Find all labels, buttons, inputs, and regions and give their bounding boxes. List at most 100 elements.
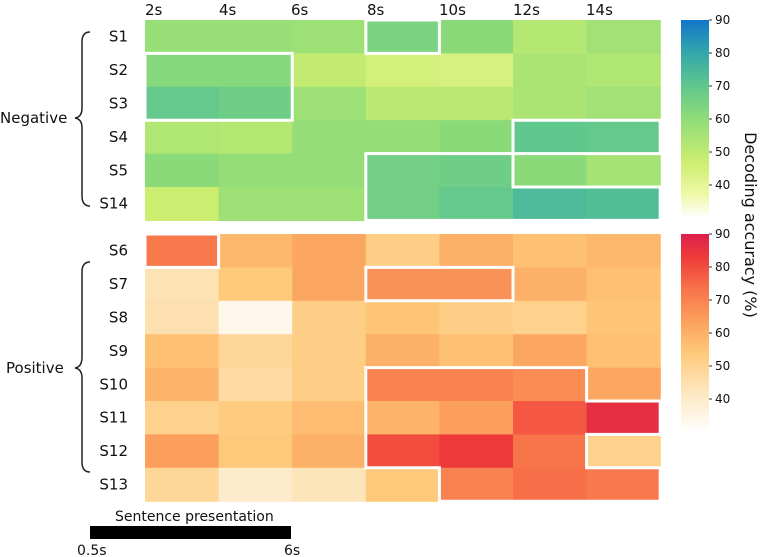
- heatmap-cell: [218, 434, 293, 469]
- heatmap-cell: [513, 53, 588, 88]
- heatmap-cell: [513, 234, 588, 268]
- colorbar-tick-label: 60: [715, 112, 730, 126]
- positive-significance-outlines: [143, 232, 662, 503]
- scale-bar-start-label: 0.5s: [77, 543, 107, 557]
- heatmap-cell: [218, 187, 293, 221]
- heatmap-cell: [218, 53, 293, 88]
- heatmap-cell: [218, 267, 293, 302]
- heatmap-cell: [513, 367, 588, 402]
- heatmap-cell: [513, 187, 588, 221]
- heatmap-cell: [218, 86, 293, 121]
- heatmap-cell: [292, 187, 367, 221]
- heatmap-cell: [586, 367, 661, 402]
- heatmap-cell: [513, 267, 588, 302]
- x-tick-label: 6s: [291, 1, 309, 19]
- heatmap-cell: [145, 53, 220, 88]
- row-label: S7: [109, 275, 128, 293]
- heatmap-cell: [513, 120, 588, 155]
- negative-group-label: Negative: [0, 109, 67, 127]
- sentence-presentation-label: Sentence presentation: [115, 509, 274, 525]
- heatmap-cell: [513, 20, 588, 54]
- positive-heatmap-panel: S6 S7 S8 S9 S10 S11 S12 S13: [99, 232, 662, 503]
- heatmap-cell: [218, 20, 293, 54]
- heatmap-cell: [365, 20, 440, 54]
- negative-colorbar: 90 80 70 60 50 40: [681, 13, 730, 218]
- heatmap-cell: [586, 20, 661, 54]
- row-label: S5: [109, 161, 128, 179]
- row-label: S6: [109, 242, 128, 260]
- positive-group-label: Positive: [6, 359, 64, 377]
- x-axis-ticks: 2s 4s 6s 8s 10s 12s 14s: [145, 1, 613, 19]
- heatmap-cell: [145, 86, 220, 121]
- heatmap-cell: [439, 434, 514, 469]
- heatmap-cell: [439, 401, 514, 435]
- heatmap-cell: [439, 300, 514, 335]
- heatmap-cell: [365, 153, 440, 188]
- negative-row-labels: S1 S2 S3 S4 S5 S14: [99, 28, 128, 213]
- heatmap-cell: [439, 53, 514, 88]
- heatmap-cell: [145, 234, 220, 268]
- heatmap-cell: [365, 187, 440, 221]
- row-label: S11: [99, 409, 128, 427]
- heatmap-cell: [145, 187, 220, 221]
- heatmap-cell: [145, 267, 220, 302]
- heatmap-cell: [513, 153, 588, 188]
- heatmap-cell: [145, 20, 220, 54]
- heatmap-cell: [365, 267, 440, 302]
- heatmap-cell: [365, 367, 440, 402]
- colorbar-tick-label: 80: [715, 260, 730, 274]
- heatmap-cell: [365, 401, 440, 435]
- positive-row-labels: S6 S7 S8 S9 S10 S11 S12 S13: [99, 242, 128, 494]
- colorbar-tick-label: 70: [715, 79, 730, 93]
- heatmap-cell: [292, 20, 367, 54]
- positive-group-brace: [74, 261, 91, 473]
- heatmap-cell: [513, 300, 588, 335]
- row-label: S4: [109, 128, 128, 146]
- heatmap-cell: [292, 120, 367, 155]
- heatmap-cell: [439, 120, 514, 155]
- heatmap-cell: [145, 401, 220, 435]
- x-tick-label: 2s: [145, 1, 163, 19]
- row-label: S14: [99, 195, 128, 213]
- heatmap-cell: [292, 467, 367, 502]
- positive-colorbar: 90 80 70 60 50 40: [681, 227, 730, 432]
- x-tick-label: 10s: [439, 1, 466, 19]
- heatmap-cell: [365, 467, 440, 502]
- heatmap-cell: [292, 267, 367, 302]
- heatmap-cell: [439, 267, 514, 302]
- heatmap-cell: [586, 153, 661, 188]
- heatmap-cell: [292, 86, 367, 121]
- colorbar-tick-label: 50: [715, 359, 730, 373]
- heatmap-cell: [292, 300, 367, 335]
- colorbar-tick-label: 70: [715, 293, 730, 307]
- heatmap-cell: [365, 434, 440, 469]
- heatmap-cell: [439, 334, 514, 369]
- heatmap-cell: [145, 367, 220, 402]
- heatmap-cell: [292, 334, 367, 369]
- colorbar-tick-label: 80: [715, 46, 730, 60]
- heatmap-cell: [586, 401, 661, 435]
- positive-colorbar-gradient: [681, 234, 709, 432]
- heatmap-cell: [586, 300, 661, 335]
- x-tick-label: 12s: [513, 1, 540, 19]
- heatmap-cell: [513, 334, 588, 369]
- heatmap-cell: [586, 187, 661, 221]
- heatmap-cell: [513, 434, 588, 469]
- heatmap-cell: [586, 334, 661, 369]
- negative-heatmap-panel: S1 S2 S3 S4 S5 S14: [99, 18, 662, 222]
- heatmap-cell: [439, 86, 514, 121]
- sentence-presentation-bar: Sentence presentation 0.5s 6s: [77, 509, 300, 557]
- sentence-presentation-bar-fill: [90, 526, 291, 539]
- heatmap-cell: [145, 120, 220, 155]
- heatmap-cell: [218, 467, 293, 502]
- heatmap-cell: [292, 53, 367, 88]
- row-label: S2: [109, 61, 128, 79]
- heatmap-cell: [586, 434, 661, 469]
- heatmap-cell: [513, 467, 588, 502]
- heatmap-cell: [365, 300, 440, 335]
- heatmap-cell: [292, 153, 367, 188]
- heatmap-cell: [218, 300, 293, 335]
- heatmap-cell: [145, 467, 220, 502]
- heatmap-cell: [145, 300, 220, 335]
